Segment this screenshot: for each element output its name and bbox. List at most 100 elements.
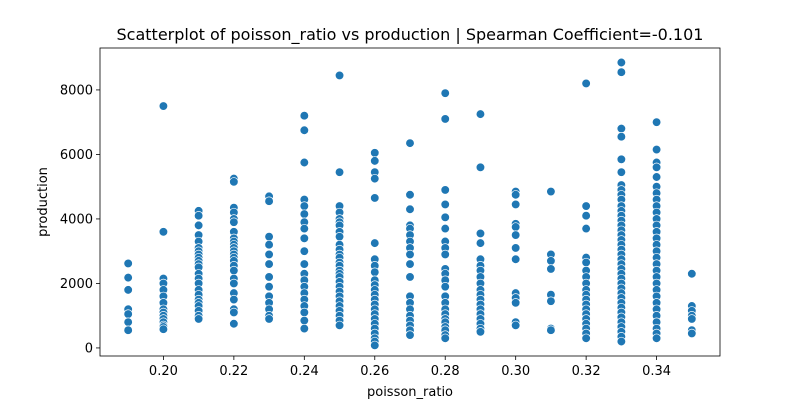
x-tick-label: 0.26 [360, 364, 389, 379]
data-point [264, 196, 274, 206]
data-point [440, 114, 450, 124]
data-point [123, 258, 133, 269]
data-point [405, 138, 415, 148]
data-point [193, 220, 204, 231]
data-point [299, 201, 309, 211]
data-point [229, 177, 239, 187]
data-point [264, 232, 274, 242]
data-point [299, 246, 309, 256]
data-point [440, 185, 450, 195]
data-point [651, 162, 662, 172]
y-tick-label: 8000 [60, 83, 93, 98]
data-point [511, 243, 521, 253]
data-point [370, 238, 380, 248]
data-point [651, 333, 662, 343]
data-point [370, 173, 380, 184]
data-point [370, 148, 380, 158]
data-point [123, 309, 133, 319]
data-point [581, 211, 591, 221]
data-point [123, 325, 133, 335]
data-point [546, 186, 556, 197]
data-point [546, 296, 556, 306]
data-point [581, 333, 591, 343]
data-point [158, 101, 169, 111]
data-point [511, 230, 521, 240]
y-tick-label: 0 [85, 341, 93, 356]
data-point [229, 217, 239, 227]
data-point [299, 323, 309, 334]
data-point [475, 228, 486, 239]
data-point [264, 314, 274, 324]
data-point [687, 314, 697, 324]
y-axis-label: production [36, 167, 51, 237]
data-point [546, 325, 556, 335]
data-point [616, 67, 627, 77]
y-tick-label: 6000 [60, 148, 93, 163]
data-point [264, 249, 274, 260]
data-point [440, 212, 450, 222]
data-point [370, 340, 380, 351]
data-point [687, 328, 697, 339]
data-point [299, 307, 309, 318]
data-point [546, 256, 556, 266]
data-point [511, 199, 521, 210]
data-point [616, 123, 627, 134]
data-point [334, 167, 345, 177]
y-axis: 0 2000 4000 6000 8000 [60, 83, 100, 356]
data-point [616, 132, 627, 142]
data-point [546, 264, 556, 274]
data-point [475, 109, 486, 119]
chart-title: Scatterplot of poisson_ratio vs producti… [117, 25, 704, 45]
x-axis: 0.20 0.22 0.24 0.26 0.28 0.30 0.32 0.34 [149, 356, 671, 379]
data-point [440, 199, 450, 210]
data-point [299, 125, 309, 135]
data-point [405, 190, 415, 200]
data-point [440, 282, 450, 292]
data-point [123, 272, 133, 283]
data-point [123, 317, 133, 327]
data-point [511, 190, 521, 200]
data-point [405, 204, 415, 214]
data-point [370, 267, 380, 277]
data-point [370, 193, 380, 203]
data-point [229, 319, 239, 329]
data-point [123, 285, 133, 295]
data-point [581, 223, 591, 234]
x-tick-label: 0.30 [501, 364, 530, 379]
data-point [299, 111, 309, 121]
data-point [440, 223, 450, 234]
data-point [299, 233, 309, 243]
plot-area-frame [99, 47, 721, 357]
data-point [264, 282, 274, 292]
data-point [651, 144, 662, 155]
data-point [616, 167, 627, 177]
data-point [334, 320, 345, 331]
data-point [440, 249, 450, 260]
y-tick-label: 2000 [60, 277, 93, 292]
data-point [299, 223, 309, 234]
x-tick-label: 0.20 [149, 364, 178, 379]
data-point [405, 272, 415, 282]
data-point [405, 249, 415, 260]
data-point [581, 78, 591, 89]
data-point [334, 70, 345, 81]
data-point [229, 294, 239, 305]
data-point [511, 254, 521, 264]
data-point [581, 257, 591, 268]
data-point [264, 240, 274, 250]
data-point [687, 269, 697, 279]
data-point [299, 315, 309, 326]
x-tick-label: 0.34 [642, 364, 671, 379]
data-point [616, 154, 627, 164]
data-point [229, 278, 239, 289]
data-point [405, 259, 415, 269]
data-point [475, 238, 486, 248]
data-point [299, 209, 309, 219]
x-tick-label: 0.22 [219, 364, 248, 379]
data-point [440, 88, 450, 98]
data-point [229, 265, 239, 276]
data-point [370, 156, 380, 166]
data-point [299, 259, 309, 269]
